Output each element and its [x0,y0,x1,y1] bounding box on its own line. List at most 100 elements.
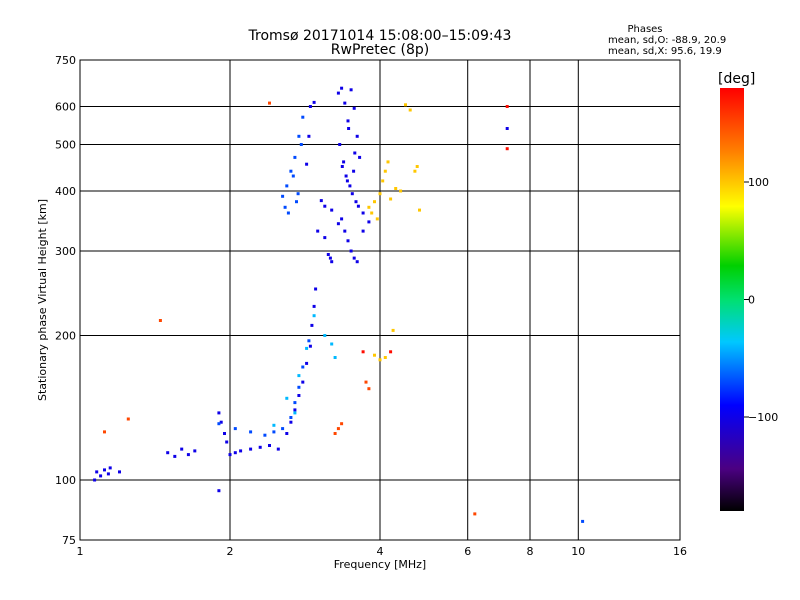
data-point [338,143,342,146]
plot-frame [79,59,681,541]
data-point [364,380,368,384]
data-point [312,314,316,318]
data-point [312,100,316,104]
data-point [268,101,271,105]
plot-points [93,86,585,523]
data-point [348,184,352,188]
y-tick-label: 500 [55,139,76,152]
colorbar-label: [deg] [718,71,755,87]
data-point [297,394,301,397]
data-point [352,256,356,260]
x-tick-label: 2 [227,545,234,558]
data-point [328,256,332,260]
data-point [408,108,412,112]
y-tick-label: 600 [55,101,76,114]
data-point [375,217,379,221]
data-point [413,169,417,173]
data-point [330,260,334,264]
x-axis-ticks: 1 2 4 6 8 10 16 [77,545,688,558]
data-point [367,220,371,224]
data-point [173,454,177,458]
data-point [316,229,320,233]
data-point [219,420,223,424]
data-point [307,339,311,343]
data-point [346,239,350,243]
data-point [345,179,349,183]
data-point [389,350,393,354]
stats-x-line: mean, sd,X: 95.6, 19.9 [608,46,722,57]
data-point [349,249,353,253]
data-point [217,489,221,493]
y-tick-label: 300 [55,245,76,258]
data-point [186,453,190,457]
data-point [336,91,340,95]
data-point [249,447,253,451]
data-point [404,103,407,107]
data-point [340,165,344,168]
data-point [233,427,237,431]
data-point [343,101,347,105]
data-point [307,134,311,138]
y-tick-label: 750 [55,54,76,67]
data-point [391,328,395,332]
data-point [355,260,359,264]
data-point [268,444,271,447]
data-point [323,204,327,208]
data-point [505,105,509,108]
y-tick-label: 200 [55,330,76,343]
data-point [336,222,340,226]
data-point [293,401,297,405]
data-point [355,134,359,138]
data-point [349,88,353,92]
data-point [505,127,509,130]
data-point [281,427,285,431]
data-point [350,192,354,196]
data-point [305,346,309,350]
data-point [272,423,276,427]
data-point [367,205,371,209]
data-point [233,451,237,455]
data-point [103,430,106,434]
colorbar-ticks: 100 0 −100 [744,176,778,424]
data-point [361,229,365,233]
data-point [103,468,106,472]
data-point [289,169,293,173]
data-point [370,211,374,215]
data-point [297,385,301,389]
data-point [346,119,350,123]
data-point [333,356,337,359]
data-point [158,319,162,322]
data-point [301,365,305,369]
data-point [352,169,356,173]
data-point [297,374,301,378]
data-point [258,445,262,449]
y-tick-label: 100 [55,474,76,487]
data-point [289,420,293,424]
x-tick-label: 6 [464,545,471,558]
data-point [347,127,351,130]
data-point [291,174,295,178]
data-point [225,440,229,444]
data-point [356,204,360,208]
data-point [330,342,334,346]
colorbar-tick-label: −100 [748,411,778,424]
data-point [310,323,314,327]
data-point [295,200,298,204]
data-point [283,205,287,209]
data-point [301,380,305,384]
x-tick-label: 4 [377,545,384,558]
data-point [305,162,309,166]
data-point [326,253,330,256]
data-point [95,470,99,474]
data-point [228,453,232,457]
data-point [383,169,387,173]
data-point [342,160,346,164]
data-point [305,361,309,365]
data-point [276,447,280,451]
data-point [217,411,221,415]
data-point [293,155,297,159]
data-point [106,472,110,476]
data-point [319,199,323,203]
colorbar-tick-label: 100 [748,176,769,189]
data-point [344,174,348,178]
